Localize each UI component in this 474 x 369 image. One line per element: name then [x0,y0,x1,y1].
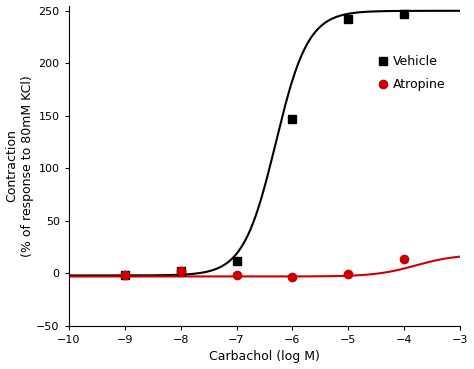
Line: Vehicle: Vehicle [120,10,409,280]
Vehicle [346,17,351,21]
Atropine [290,274,295,279]
Atropine [178,269,183,273]
Vehicle [401,12,407,16]
Legend: Vehicle, Atropine: Vehicle, Atropine [374,50,450,96]
Vehicle [178,269,183,273]
Vehicle [122,273,128,277]
Atropine [234,273,239,277]
Atropine [122,273,128,277]
Vehicle [234,259,239,263]
Atropine [401,256,407,261]
Line: Atropine: Atropine [120,255,409,281]
Vehicle [290,117,295,121]
Y-axis label: Contraction
(% of response to 80mM KCl): Contraction (% of response to 80mM KCl) [6,75,34,256]
X-axis label: Carbachol (log M): Carbachol (log M) [209,351,320,363]
Atropine [346,272,351,277]
